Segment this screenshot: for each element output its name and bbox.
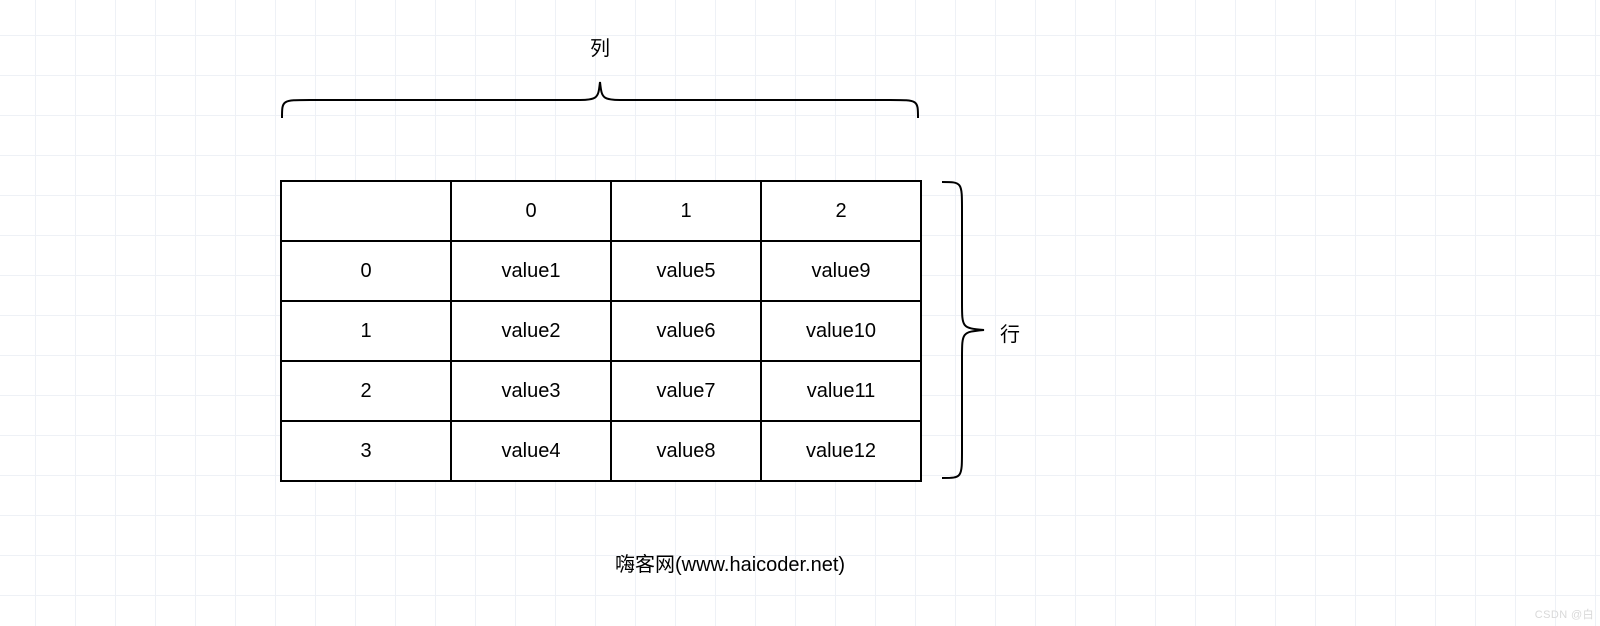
watermark-text: CSDN @白 [1535, 606, 1594, 622]
table-col-header: 1 [611, 181, 761, 241]
rows-axis-label: 行 [1000, 318, 1020, 347]
columns-axis-label-text: 列 [590, 38, 610, 60]
table-row-header: 1 [281, 301, 451, 361]
table-row: 0 value1 value5 value9 [281, 241, 921, 301]
table-row-header: 2 [281, 361, 451, 421]
table-cell: value3 [451, 361, 611, 421]
table-cell: value4 [451, 421, 611, 481]
table-cell: value12 [761, 421, 921, 481]
table-cell: value2 [451, 301, 611, 361]
table-row: 2 value3 value7 value11 [281, 361, 921, 421]
columns-axis-label: 列 [576, 32, 624, 61]
diagram-canvas: 列 0 1 2 0 value1 value5 value9 1 value2 … [0, 0, 1600, 626]
table-cell: value11 [761, 361, 921, 421]
table-cell: value6 [611, 301, 761, 361]
attribution-text: 嗨客网(www.haicoder.net) [615, 548, 845, 577]
table-cell: value1 [451, 241, 611, 301]
table-row: 3 value4 value8 value12 [281, 421, 921, 481]
table-row: 1 value2 value6 value10 [281, 301, 921, 361]
table-col-header: 0 [451, 181, 611, 241]
table-cell: value7 [611, 361, 761, 421]
rows-brace [938, 180, 990, 480]
dataframe-table: 0 1 2 0 value1 value5 value9 1 value2 va… [280, 180, 922, 482]
table-header-row: 0 1 2 [281, 181, 921, 241]
columns-brace [280, 80, 920, 120]
table-col-header: 2 [761, 181, 921, 241]
table-row-header: 0 [281, 241, 451, 301]
table-row-header: 3 [281, 421, 451, 481]
table-cell: value9 [761, 241, 921, 301]
table-cell: value5 [611, 241, 761, 301]
table-cell: value10 [761, 301, 921, 361]
table-cell: value8 [611, 421, 761, 481]
table-corner-cell [281, 181, 451, 241]
rows-axis-label-text: 行 [1000, 324, 1020, 346]
